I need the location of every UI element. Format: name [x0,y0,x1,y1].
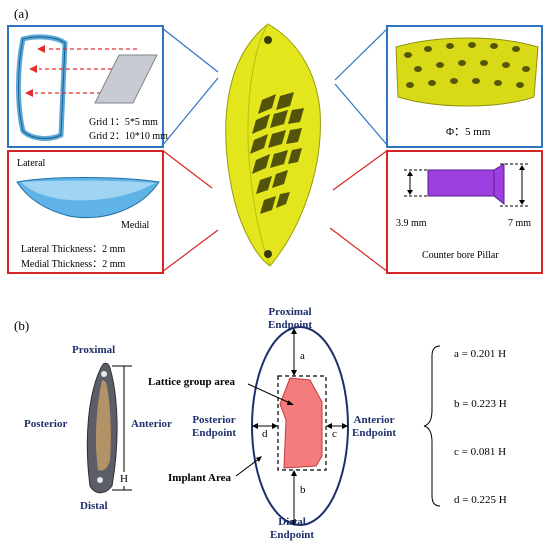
dim-d-label: d [262,428,268,440]
grid-1-text: Grid 1：5*5 mm [89,117,158,128]
perforated-surface-illustration [395,37,539,107]
proximal-endpoint-label: Proximal Endpoint [268,306,313,331]
lattice-group-label: Lattice group area [148,376,235,388]
grid-illustration [16,34,158,141]
equation-c: c = 0.081 H [454,446,507,458]
medial-thickness-text: Medial Thickness：2 mm [21,259,126,270]
photo-anterior-label: Anterior [131,418,172,430]
dim-c-label: c [332,428,337,440]
pillar-detail-box: 3.9 mm 7 mm Counter bore Pillar [386,150,543,274]
posterior-endpoint-label: Posterior Endpoint [192,414,237,439]
photo-distal-label: Distal [80,500,108,512]
panel-b-label: (b) [14,318,30,333]
panel-a-label: (a) [14,6,29,21]
dim-a-label: a [300,350,305,362]
dim-b-label: b [300,484,306,496]
pillar-large-dim: 7 mm [508,218,532,229]
hole-diameter-text: Φ：5 mm [446,126,491,138]
photo-proximal-label: Proximal [72,344,116,356]
lateral-label: Lateral [17,158,46,169]
medial-label: Medial [121,220,150,231]
distal-endpoint-label: Distal Endpoint [270,516,315,541]
photo-posterior-label: Posterior [24,418,68,430]
equation-b: b = 0.223 H [454,398,507,410]
implant-3d-model [225,23,321,267]
height-label: H [120,473,128,485]
equation-a: a = 0.201 H [454,348,507,360]
lateral-thickness-text: Lateral Thickness：2 mm [21,244,126,255]
pillar-illustration [404,163,530,207]
pillar-small-dim: 3.9 mm [396,218,427,229]
equation-d: d = 0.225 H [454,494,507,506]
grid-detail-box: Grid 1：5*5 mm Grid 2：10*10 mm [7,25,168,148]
thickness-detail-box: Lateral Medial Lateral Thickness：2 mm Me… [7,150,164,274]
grid-2-text: Grid 2：10*10 mm [89,131,168,142]
thickness-illustration [16,177,160,219]
hole-detail-box: Φ：5 mm [386,25,543,148]
implant-photo [86,362,118,494]
implant-area-label: Implant Area [168,472,232,484]
anterior-endpoint-label: Anterior Endpoint [352,414,397,439]
pillar-caption: Counter bore Pillar [422,250,499,261]
